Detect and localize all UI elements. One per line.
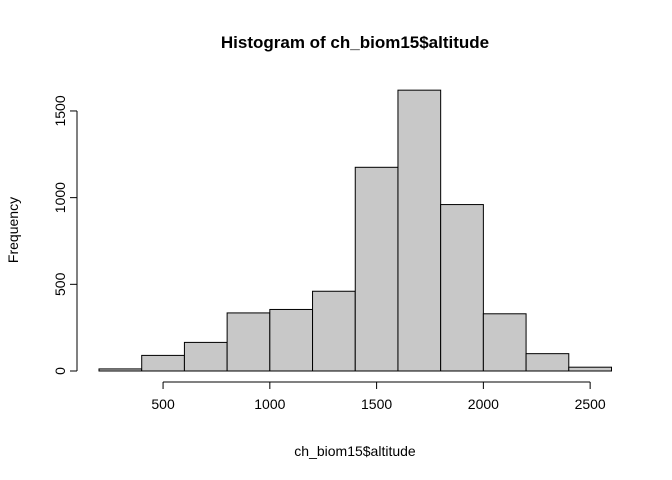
histogram-bar-0: [98, 368, 143, 372]
histogram-bar-10: [525, 353, 570, 372]
chart-title: Histogram of ch_biom15$altitude: [221, 33, 489, 52]
histogram-bar-1: [141, 354, 185, 372]
histogram-bar-7: [397, 89, 442, 372]
histogram-bar-8: [440, 204, 484, 372]
histogram-bar-11: [568, 366, 612, 372]
y-axis-label: Frequency: [5, 197, 21, 263]
y-tick-label-1: 500: [52, 272, 68, 296]
x-tick-label-1: 1000: [254, 396, 285, 412]
y-axis: 0 500 1000 1500: [52, 95, 78, 375]
bars-group: [98, 89, 612, 372]
x-tick-label-2: 1500: [361, 396, 392, 412]
histogram-bar-2: [183, 341, 228, 372]
y-tick-label-3: 1500: [52, 95, 68, 126]
y-tick-label-2: 1000: [52, 182, 68, 213]
histogram-bar-3: [226, 312, 271, 372]
x-tick-label-3: 2000: [468, 396, 499, 412]
histogram-bar-5: [312, 290, 356, 372]
histogram-bar-4: [269, 308, 314, 372]
histogram-bar-9: [482, 313, 527, 372]
x-tick-label-0: 500: [151, 396, 175, 412]
y-tick-label-0: 0: [52, 367, 68, 375]
histogram-bar-6: [354, 166, 399, 372]
x-axis: 500 1000 1500 2000 2500: [151, 381, 606, 412]
x-tick-label-4: 2500: [575, 396, 606, 412]
x-axis-label: ch_biom15$altitude: [294, 443, 416, 459]
